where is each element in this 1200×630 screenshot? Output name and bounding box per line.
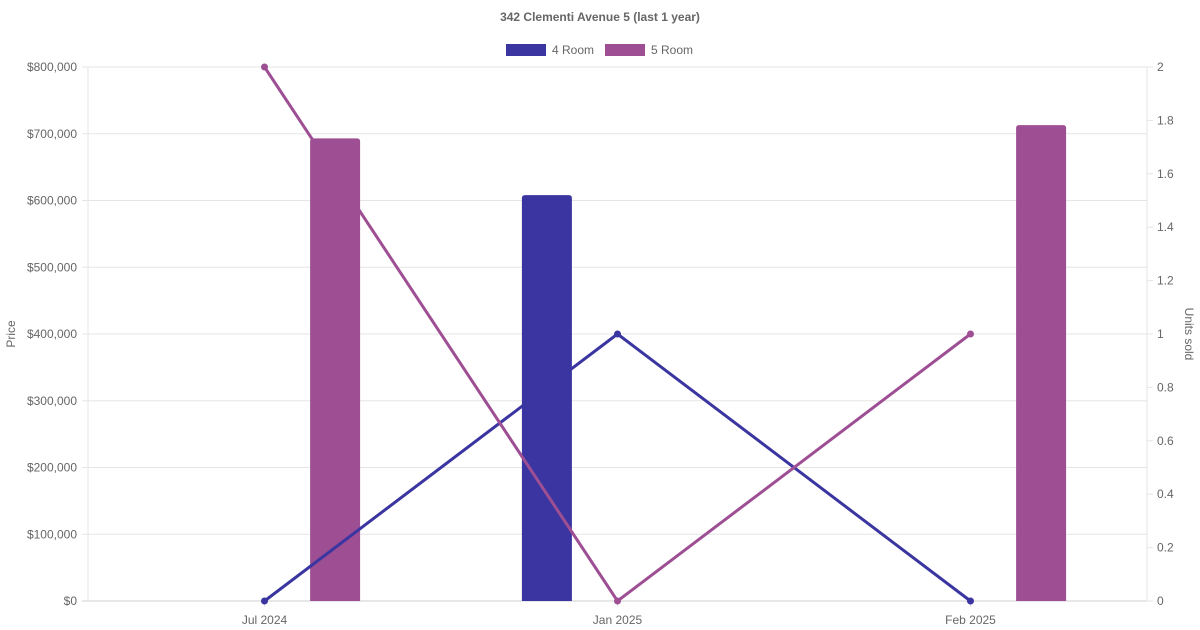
y-left-tick-label: $600,000 bbox=[27, 194, 77, 208]
y-right-tick-label: 1.8 bbox=[1157, 113, 1174, 127]
point-5-room bbox=[614, 597, 621, 605]
y-left-tick-label: $800,000 bbox=[27, 60, 77, 74]
legend: 4 Room 5 Room bbox=[506, 43, 693, 57]
y-right-tick-label: 1.2 bbox=[1157, 274, 1174, 288]
y-left-tick-label: $500,000 bbox=[27, 260, 77, 274]
y-left-tick-label: $100,000 bbox=[27, 527, 77, 541]
point-4-room bbox=[261, 597, 268, 605]
x-tick-label: Feb 2025 bbox=[945, 613, 996, 627]
y-right-axis-title: Units sold bbox=[1182, 308, 1196, 361]
y-right-tick-label: 0 bbox=[1157, 594, 1164, 608]
y-left-tick-label: $400,000 bbox=[27, 327, 77, 341]
y-left-tick-label: $300,000 bbox=[27, 394, 77, 408]
y-right-tick-label: 1.6 bbox=[1157, 167, 1174, 181]
legend-swatch-4-room bbox=[506, 44, 546, 56]
bar-5-room bbox=[310, 138, 361, 602]
y-right-tick-label: 2 bbox=[1157, 60, 1164, 74]
right-axis-ticks: 0 0.2 0.4 0.6 0.8 1 1.2 1.4 1.6 1.8 2 bbox=[1147, 60, 1174, 608]
y-right-tick-label: 1 bbox=[1157, 327, 1164, 341]
y-right-tick-label: 0.6 bbox=[1157, 434, 1174, 448]
y-left-tick-label: $200,000 bbox=[27, 461, 77, 475]
legend-label-4-room: 4 Room bbox=[552, 43, 594, 57]
legend-swatch-5-room bbox=[605, 44, 645, 56]
chart-title: 342 Clementi Avenue 5 (last 1 year) bbox=[500, 10, 700, 24]
bar-4-room bbox=[521, 195, 572, 601]
y-left-tick-label: $700,000 bbox=[27, 127, 77, 141]
point-5-room bbox=[967, 330, 974, 338]
left-axis-ticks: $0 $100,000 $200,000 $300,000 $400,000 $500,0… bbox=[27, 60, 77, 608]
y-right-tick-label: 0.4 bbox=[1157, 487, 1174, 501]
y-left-tick-label: $0 bbox=[64, 594, 78, 608]
x-tick-label: Jan 2025 bbox=[593, 613, 643, 627]
price-bars bbox=[310, 125, 1067, 602]
units-lines bbox=[261, 63, 974, 605]
y-left-axis-title: Price bbox=[4, 320, 18, 348]
point-4-room bbox=[614, 330, 621, 338]
x-tick-label: Jul 2024 bbox=[242, 613, 288, 627]
point-4-room bbox=[967, 597, 974, 605]
y-right-tick-label: 0.8 bbox=[1157, 380, 1174, 394]
y-right-tick-label: 0.2 bbox=[1157, 541, 1174, 555]
y-right-tick-label: 1.4 bbox=[1157, 220, 1174, 234]
bar-5-room bbox=[1016, 125, 1067, 601]
x-axis-ticks: Jul 2024 Jan 2025 Feb 2025 bbox=[242, 601, 996, 627]
point-5-room bbox=[261, 63, 268, 71]
legend-label-5-room: 5 Room bbox=[651, 43, 693, 57]
